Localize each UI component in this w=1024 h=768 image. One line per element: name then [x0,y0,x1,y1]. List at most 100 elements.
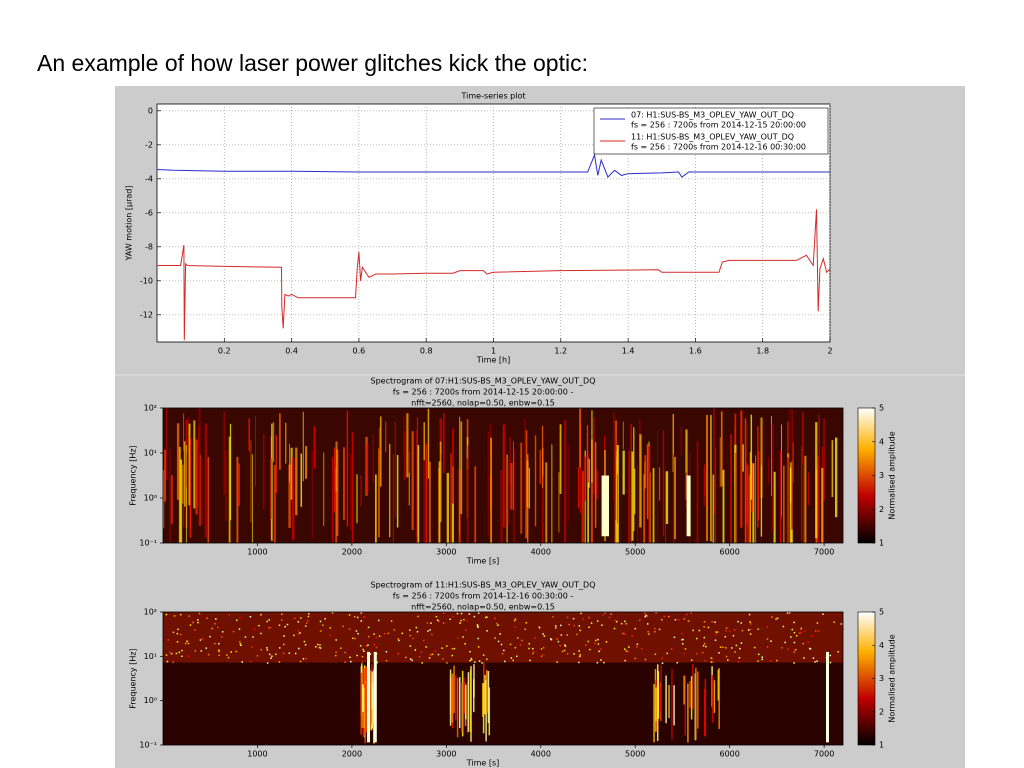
texture [630,424,632,543]
texture [260,648,262,651]
texture [686,613,688,616]
texture [683,653,685,655]
texture [425,646,427,648]
texture [420,651,423,653]
texture [252,636,254,638]
y-axis-label: YAW motion [µrad] [125,186,134,262]
texture [559,644,561,647]
texture [674,618,677,621]
texture [223,411,225,495]
texture [585,644,587,646]
x-tick-label: 3000 [436,548,456,557]
texture [740,410,743,528]
texture [378,427,381,463]
texture [525,430,528,539]
texture [362,684,364,712]
texture [722,469,725,543]
texture [811,635,813,637]
texture [361,660,364,663]
texture [439,441,442,522]
texture [281,613,283,615]
colorbar-tick-label: 3 [879,674,884,683]
texture [800,627,803,630]
texture [556,661,558,663]
texture [744,418,747,543]
texture [822,613,824,615]
texture [804,455,807,543]
texture [460,619,462,622]
colorbar-tick-label: 4 [879,641,884,650]
texture [165,408,167,481]
texture [655,688,657,722]
texture [718,668,720,729]
texture [750,414,753,500]
texture [378,635,381,637]
texture [436,619,439,621]
texture [335,651,337,653]
texture [802,411,804,466]
texture [228,436,231,543]
texture [350,660,352,663]
texture [801,446,803,541]
texture [749,628,752,631]
texture [617,474,619,524]
texture [218,649,220,652]
texture [586,425,589,519]
texture [403,415,405,462]
texture [541,654,544,656]
texture [534,637,536,639]
texture [260,614,262,616]
texture [818,414,820,528]
x-tick-label: 2000 [342,750,362,759]
texture [290,447,293,500]
texture [749,452,752,543]
texture [180,459,183,543]
texture [473,678,475,713]
texture [181,649,183,652]
texture [235,650,238,653]
texture [757,653,760,656]
texture [275,435,277,494]
texture [817,630,820,632]
colorbar-label: Normalised amplitude [888,634,897,722]
texture [258,624,260,627]
x-tick-label: 1 [491,347,496,356]
texture [297,633,300,635]
texture [278,624,281,627]
texture [795,634,798,637]
texture [802,642,804,645]
texture [540,648,543,650]
texture [207,457,209,543]
texture [575,633,578,636]
texture [685,429,688,500]
texture [282,652,285,655]
texture [800,628,802,631]
texture [364,683,366,744]
texture [316,643,319,646]
texture [275,653,277,656]
texture [460,612,463,615]
texture [735,452,737,543]
texture [513,619,516,622]
texture [564,644,566,646]
texture [300,617,302,619]
texture [714,633,717,636]
texture [508,436,512,485]
texture [375,636,378,639]
texture [468,613,471,615]
texture [542,460,544,543]
texture [349,656,351,659]
texture [604,612,606,614]
texture [786,457,789,543]
texture [716,631,719,633]
texture [278,413,281,470]
legend-box [593,107,829,155]
texture [236,456,239,543]
texture [215,618,217,620]
texture [344,661,346,663]
texture [283,635,285,637]
texture [750,623,752,625]
texture [784,641,786,644]
series-line [156,153,830,178]
texture [170,475,173,525]
